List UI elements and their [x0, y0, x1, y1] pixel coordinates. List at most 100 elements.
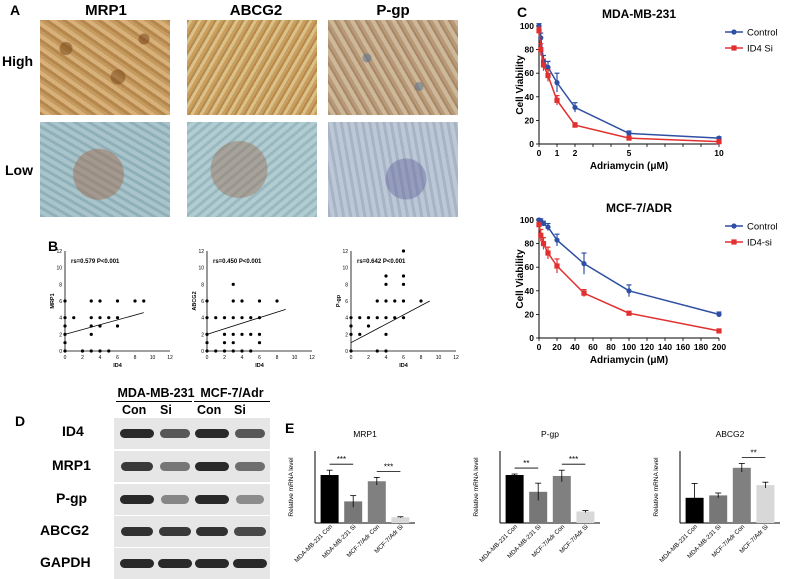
- scatter-point: [384, 316, 388, 320]
- scatter-point: [89, 324, 93, 328]
- scatter-point: [89, 332, 93, 336]
- blot-band: [236, 495, 264, 504]
- y-axis-label: Relative mRNA level: [653, 457, 660, 517]
- data-point: [554, 237, 560, 243]
- blot-band: [234, 429, 266, 438]
- line-chart-mcf7-adr: MCF-7/ADR 0 20 40 60 80 100 120 140 160 180 200 0 20 4…: [515, 201, 778, 366]
- x-tick-label: 120: [640, 342, 654, 352]
- blot-cond-3: Con: [197, 403, 222, 417]
- series-line-0: [538, 219, 720, 316]
- scatter-point: [63, 316, 67, 320]
- y-tick-label: 8: [345, 282, 348, 288]
- blot-cell-line-1: MDA-MB-231: [117, 386, 195, 400]
- x-tick-label: 2: [81, 355, 84, 361]
- panel-letter-c: C: [517, 4, 528, 20]
- scatter-point: [63, 349, 67, 353]
- data-point: [626, 135, 632, 141]
- chart-title: MRP1: [353, 429, 377, 439]
- data-point: [581, 290, 587, 296]
- blot-label-abcg2: ABCG2: [40, 522, 90, 538]
- y-tick-label: 0: [201, 349, 204, 355]
- data-point: [554, 263, 560, 269]
- bar: [344, 501, 363, 523]
- scatter-point: [257, 316, 262, 320]
- scatter-point: [249, 349, 253, 353]
- blot-cond-1: Con: [122, 403, 147, 417]
- x-tick-label: 6: [402, 355, 405, 361]
- x-tick-label: 1: [555, 148, 560, 158]
- scatter-point: [257, 299, 262, 303]
- scatter-point: [115, 316, 120, 320]
- y-tick-label: 4: [201, 316, 204, 322]
- ihc-image-mrp1-low: [40, 122, 170, 217]
- ihc-col-abcg2: ABCG2: [229, 2, 283, 19]
- y-tick-label: 100: [520, 215, 534, 225]
- legend-marker: [731, 29, 737, 35]
- ihc-col-pgp: P-gp: [376, 2, 410, 19]
- category-label: MDA-MB-231 Con: [293, 523, 334, 564]
- chart-title: MDA-MB-231: [602, 7, 676, 21]
- y-tick-label: 0: [529, 139, 534, 149]
- blot-label-pgp: P-gp: [56, 490, 88, 506]
- data-point: [540, 220, 547, 227]
- x-axis-label: ID4: [255, 363, 265, 369]
- scatter-point: [115, 324, 120, 328]
- x-tick-label: 2: [573, 148, 578, 158]
- y-tick-label: 60: [525, 68, 535, 78]
- scatter-point: [257, 341, 262, 345]
- data-point: [626, 310, 632, 316]
- scatter-point: [205, 316, 209, 320]
- data-point: [545, 64, 551, 70]
- scatter-point: [98, 324, 102, 328]
- series-line-0: [538, 25, 720, 139]
- scatter-point: [349, 349, 353, 353]
- scatter-point: [375, 299, 379, 303]
- panel-letter-d: D: [15, 413, 26, 429]
- scatter-point: [214, 316, 218, 320]
- x-tick-label: 5: [627, 148, 632, 158]
- bar: [320, 475, 339, 523]
- scatter-point: [231, 282, 235, 286]
- y-tick-label: 2: [345, 332, 348, 338]
- blot-band: [235, 462, 265, 471]
- scatter-plot-abcg2: 0 2 4 6 8 10 12 0 2 4 6 8 10 12 ID4 ABCG2 rs=0.450 P<0.0…: [192, 249, 315, 369]
- y-tick-label: 6: [345, 299, 348, 305]
- blot-band: [160, 462, 190, 471]
- x-tick-label: 160: [676, 342, 690, 352]
- y-tick-label: 6: [201, 299, 204, 305]
- data-point: [536, 28, 542, 34]
- scatter-point: [63, 299, 67, 303]
- blot-cond-4: Si: [234, 403, 246, 417]
- series-line-1: [538, 30, 720, 143]
- panel-letter-b: B: [48, 238, 59, 254]
- y-tick-label: 10: [56, 266, 62, 272]
- bar: [529, 491, 548, 523]
- data-point: [572, 122, 578, 128]
- scatter-point: [384, 332, 388, 336]
- scatter-point: [366, 316, 371, 320]
- legend-label: Control: [747, 28, 778, 39]
- scatter-point: [107, 349, 111, 353]
- data-point: [716, 139, 722, 145]
- scatter-point: [375, 316, 379, 320]
- x-tick-label: 4: [241, 355, 244, 361]
- x-tick-label: 40: [570, 342, 580, 352]
- ihc-row-low: Low: [5, 162, 33, 178]
- scatter-point: [349, 332, 353, 336]
- scatter-point: [89, 299, 93, 303]
- x-tick-label: 20: [552, 342, 562, 352]
- ihc-image-pgp-low: [328, 122, 458, 217]
- x-tick-label: 4: [99, 355, 102, 361]
- scatter-point: [133, 299, 137, 303]
- scatter-point: [115, 299, 120, 303]
- y-tick-label: 12: [342, 249, 348, 255]
- x-tick-label: 8: [134, 355, 137, 361]
- chart-title: MCF-7/ADR: [606, 201, 672, 215]
- scatter-point: [80, 349, 85, 353]
- scatter-point: [89, 316, 93, 320]
- blot-label-mrp1: MRP1: [52, 457, 91, 473]
- x-tick-label: 2: [367, 355, 370, 361]
- x-tick-label: 12: [167, 355, 173, 361]
- bar: [552, 475, 571, 523]
- x-tick-label: 0: [206, 355, 209, 361]
